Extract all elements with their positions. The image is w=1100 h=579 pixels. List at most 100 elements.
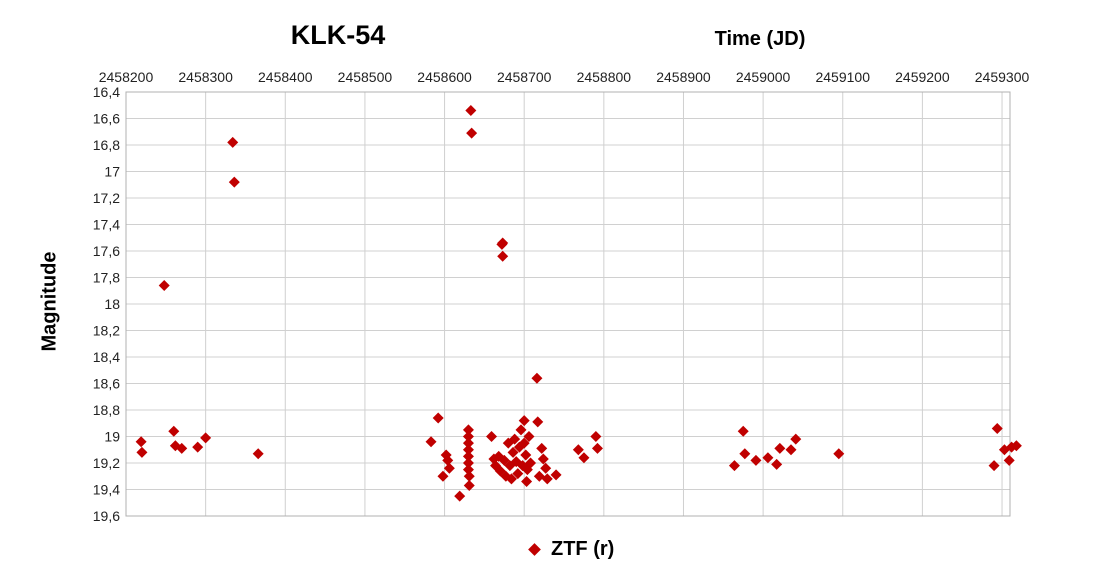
x-tick-labels: 2458200 2458300 2458400 2458500 2458600 24587… <box>99 69 1030 85</box>
y-tick-label: 16,6 <box>93 111 120 127</box>
y-tick-label: 18,6 <box>93 376 120 392</box>
data-point-diamond <box>739 448 751 460</box>
data-point-diamond <box>437 470 449 482</box>
x-axis-title: Time (JD) <box>714 28 806 50</box>
data-point-diamond <box>462 457 474 469</box>
y-tick-label: 18,4 <box>93 349 120 365</box>
data-point-diamond <box>591 442 603 454</box>
data-point-diamond <box>518 415 530 427</box>
plot-area-frame <box>125 91 1011 517</box>
data-point-diamond <box>228 176 240 188</box>
y-tick-label: 16,4 <box>93 84 120 100</box>
data-point-diamond <box>505 473 517 485</box>
x-tick-label: 2459100 <box>815 69 870 85</box>
data-point-diamond <box>252 448 264 460</box>
data-point-diamond <box>512 468 524 480</box>
x-tick-label: 2458500 <box>338 69 393 85</box>
x-tick-label: 2458200 <box>99 69 154 85</box>
data-point-diamond <box>135 436 147 448</box>
x-tick-label: 2459300 <box>975 69 1030 85</box>
data-point-diamond <box>590 431 602 442</box>
data-point-diamond <box>425 436 437 448</box>
y-tick-label: 19 <box>104 429 120 445</box>
data-point-diamond <box>536 442 548 454</box>
data-point-diamond <box>531 372 543 384</box>
data-point-diamond <box>462 424 474 436</box>
data-point-diamond <box>515 424 527 436</box>
data-point-diamond <box>486 431 498 442</box>
legend-diamond-icon <box>528 542 541 556</box>
y-tick-label: 18,8 <box>93 402 120 418</box>
y-tick-label: 17 <box>104 164 120 180</box>
x-tick-label: 2458600 <box>417 69 472 85</box>
data-point-diamond <box>785 444 797 456</box>
data-point-diamond <box>728 460 740 472</box>
data-point-diamond <box>572 444 584 456</box>
data-point-diamond <box>532 416 544 428</box>
data-point-diamond <box>541 473 553 485</box>
y-tick-label: 19,6 <box>93 508 120 524</box>
data-point-diamond <box>1003 454 1015 466</box>
data-point-diamond <box>578 452 590 464</box>
y-tick-label: 19,2 <box>93 455 120 471</box>
data-point-diamond <box>750 454 762 466</box>
data-point-diamond <box>432 412 444 424</box>
data-point-diamond <box>136 446 148 458</box>
data-point-diamond <box>520 449 532 461</box>
y-tick-label: 18,2 <box>93 323 120 339</box>
data-point-diamond <box>550 469 562 481</box>
data-point-diamond <box>227 136 239 148</box>
y-tick-label: 19,4 <box>93 482 120 498</box>
data-point-diamond <box>790 433 802 445</box>
y-tick-label: 18 <box>104 296 120 312</box>
data-point-diamond <box>518 437 530 449</box>
data-point-diamond <box>463 470 475 482</box>
data-point-diamond <box>774 442 786 454</box>
x-tick-label: 2458400 <box>258 69 313 85</box>
data-point-diamond <box>462 450 474 462</box>
data-point-diamond <box>462 464 474 476</box>
data-point-diamond <box>176 442 188 454</box>
data-point-diamond <box>463 480 475 492</box>
data-point-diamond <box>521 476 533 488</box>
data-point-diamond <box>158 279 170 291</box>
data-point-diamond <box>507 446 519 458</box>
data-point-diamond <box>509 433 521 445</box>
data-point-diamond <box>462 437 474 449</box>
data-point-diamond <box>737 425 749 437</box>
data-point-diamond <box>523 431 535 442</box>
data-point-diamond <box>192 441 204 453</box>
y-tick-label: 16,8 <box>93 137 120 153</box>
y-tick-label: 17,4 <box>93 217 120 233</box>
data-point-diamond <box>465 105 477 117</box>
data-point-diamond <box>443 462 455 474</box>
data-point-diamond <box>1010 440 1022 452</box>
data-point-diamond <box>442 454 454 466</box>
data-point-diamond <box>537 453 549 465</box>
data-point-diamond <box>988 460 1000 472</box>
data-point-diamond <box>540 462 552 474</box>
data-point-diamond <box>833 448 845 460</box>
x-tick-label: 2458700 <box>497 69 552 85</box>
data-point-diamond <box>497 237 509 249</box>
legend-label: ZTF (r) <box>551 537 615 560</box>
data-point-diamond <box>200 432 212 444</box>
y-tick-labels: 16,4 16,6 16,8 17 17,2 17,4 17,6 17,8 18 18,2 18,4… <box>93 84 120 524</box>
legend: ZTF (r) <box>528 537 615 561</box>
y-tick-label: 17,2 <box>93 190 120 206</box>
data-point-diamond <box>168 425 180 437</box>
y-tick-label: 17,6 <box>93 243 120 259</box>
x-tick-label: 2459200 <box>895 69 950 85</box>
data-point-diamond <box>762 452 774 464</box>
x-tick-label: 2458300 <box>178 69 233 85</box>
data-point-diamond <box>466 127 478 139</box>
x-tick-label: 2458900 <box>656 69 711 85</box>
data-point-diamond <box>462 431 474 442</box>
data-points <box>135 105 1022 502</box>
y-tick-label: 17,8 <box>93 270 120 286</box>
data-point-diamond <box>462 444 474 456</box>
x-tick-label: 2458800 <box>577 69 632 85</box>
data-point-diamond <box>771 458 783 470</box>
data-point-diamond <box>991 423 1003 435</box>
